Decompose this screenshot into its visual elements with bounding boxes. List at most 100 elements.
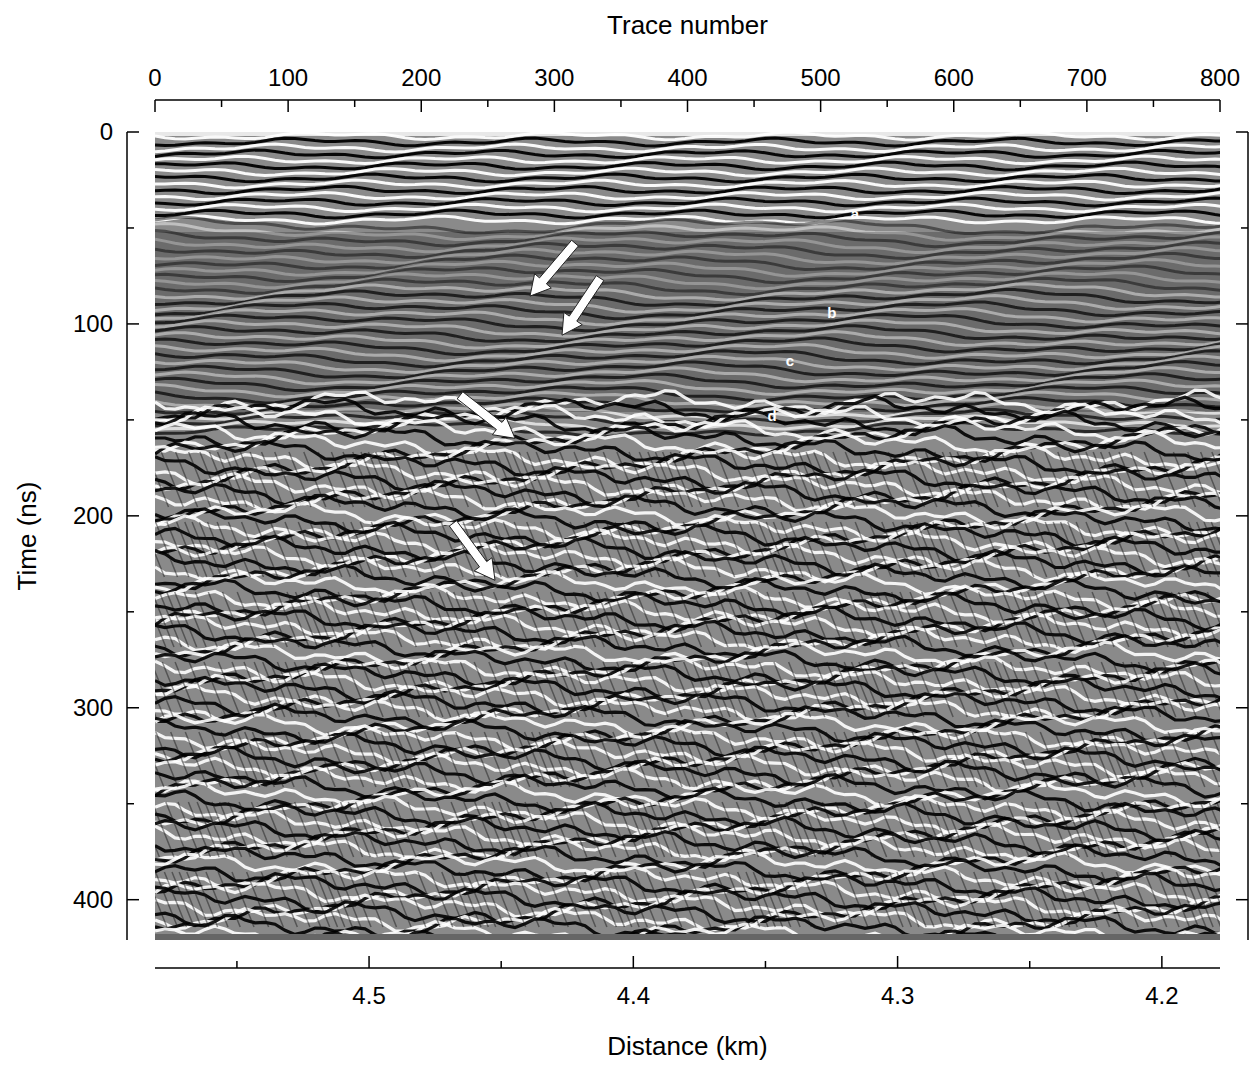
diffraction-stripe	[525, 452, 563, 927]
diffraction-stripe	[460, 452, 496, 927]
x-axis-title-bottom: Distance (km)	[607, 1031, 767, 1061]
x-tick	[554, 100, 556, 112]
chart: abcd010020030040050060070080001002003004…	[0, 0, 1255, 1066]
x-minor-tick	[1020, 100, 1022, 107]
y-axis-title: Time (ns)	[12, 482, 42, 591]
diffraction-stripe	[1141, 452, 1179, 927]
arrow	[562, 276, 604, 336]
diffraction-stripe	[1032, 452, 1070, 927]
y-tick-label: 100	[73, 310, 113, 337]
x2-tick-label: 4.3	[881, 982, 914, 1009]
right-axis-line	[1247, 132, 1249, 940]
x2-tick	[897, 956, 899, 968]
bottom-strip	[155, 934, 1220, 940]
y-minor-tick-right	[1241, 803, 1248, 805]
x2-tick-label: 4.4	[617, 982, 650, 1009]
y-tick-label: 0	[100, 118, 113, 145]
y-minor-tick	[127, 803, 134, 805]
reflection-band	[155, 712, 1220, 736]
x-minor-tick	[487, 100, 489, 107]
x-tick-label: 400	[667, 64, 707, 91]
diffraction-stripe	[404, 452, 442, 927]
diffraction-stripe	[635, 452, 673, 927]
x2-tick-label: 4.2	[1145, 982, 1178, 1009]
diffraction-stripe	[943, 452, 981, 927]
diffraction-stripe	[614, 452, 651, 927]
diffraction-stripe	[679, 452, 715, 927]
x-axis-title-top: Trace number	[607, 10, 768, 40]
diffraction-stripe	[327, 452, 365, 927]
diffraction-stripe	[536, 452, 572, 927]
x2-minor-tick	[765, 961, 767, 968]
annotation-label: b	[827, 304, 836, 321]
reflection-band	[155, 180, 1220, 188]
diffraction-stripe	[668, 452, 706, 927]
x-tick	[421, 100, 423, 112]
reflection-band	[155, 168, 1220, 176]
diffraction-stripe	[976, 452, 1014, 927]
x-tick	[1219, 100, 1221, 112]
reflection-band	[155, 156, 1220, 164]
diffraction-stripe	[1020, 452, 1058, 927]
reflection-band	[155, 138, 1220, 146]
diffraction-stripe	[547, 452, 585, 927]
diffraction-stripe	[844, 452, 882, 927]
diffraction-stripe	[1011, 452, 1047, 927]
y-tick-right	[1236, 131, 1248, 133]
reflection-band	[155, 930, 1220, 940]
diffraction-stripe	[889, 452, 926, 927]
x-tick	[154, 100, 156, 112]
reflection-band	[155, 397, 1220, 421]
diffraction-stripe	[162, 452, 200, 927]
diffraction-stripe	[1187, 452, 1220, 927]
diffraction-stripe	[360, 452, 397, 927]
diffraction-stripe	[1154, 452, 1190, 927]
x-tick	[820, 100, 822, 112]
diffraction-stripe	[757, 452, 794, 927]
diffraction-stripe	[206, 452, 243, 927]
diffraction-stripe	[1119, 452, 1156, 927]
x-tick-label: 200	[401, 64, 441, 91]
bottom-axis-line	[155, 967, 1220, 969]
x-tick	[953, 100, 955, 112]
diffraction-stripe	[1163, 452, 1201, 927]
diffraction-stripe	[195, 452, 233, 927]
y-minor-tick	[127, 227, 134, 229]
y-tick	[127, 323, 139, 325]
diffraction-stripe	[217, 452, 254, 927]
diffraction-stripe	[867, 452, 904, 927]
surface-line	[155, 132, 1220, 136]
y-minor-tick	[127, 419, 134, 421]
radargram-image	[155, 132, 1220, 940]
arrow	[449, 521, 495, 581]
reflection-band	[155, 198, 1220, 206]
diffraction-stripe	[155, 452, 178, 927]
diffraction-stripe	[701, 452, 739, 927]
diffraction-stripe	[624, 452, 662, 927]
x-tick	[687, 100, 689, 112]
x-minor-tick	[886, 100, 888, 107]
arrow	[530, 240, 578, 296]
y-minor-tick-right	[1241, 419, 1248, 421]
diffraction-stripe	[155, 452, 189, 927]
arrow	[457, 392, 515, 439]
y-minor-tick-right	[1241, 611, 1248, 613]
x-tick	[287, 100, 289, 112]
x-tick-label: 700	[1067, 64, 1107, 91]
diffraction-stripe	[503, 452, 539, 927]
diffraction-stripe	[921, 452, 959, 927]
diffraction-stripe	[415, 452, 453, 927]
x-tick-label: 300	[534, 64, 574, 91]
reflection-band	[155, 642, 1220, 666]
diffraction-stripe	[272, 452, 310, 927]
diffraction-stripe	[261, 452, 299, 927]
diffraction-stripe	[481, 452, 519, 927]
diffraction-stripe	[833, 452, 871, 927]
diffraction-stripe	[647, 452, 683, 927]
diffraction-stripe	[305, 452, 343, 927]
diffraction-stripe	[789, 452, 825, 927]
diffraction-stripe	[492, 452, 530, 927]
diffraction-stripe	[1196, 452, 1220, 927]
x2-tick	[1161, 956, 1163, 968]
x-minor-tick	[1153, 100, 1155, 107]
